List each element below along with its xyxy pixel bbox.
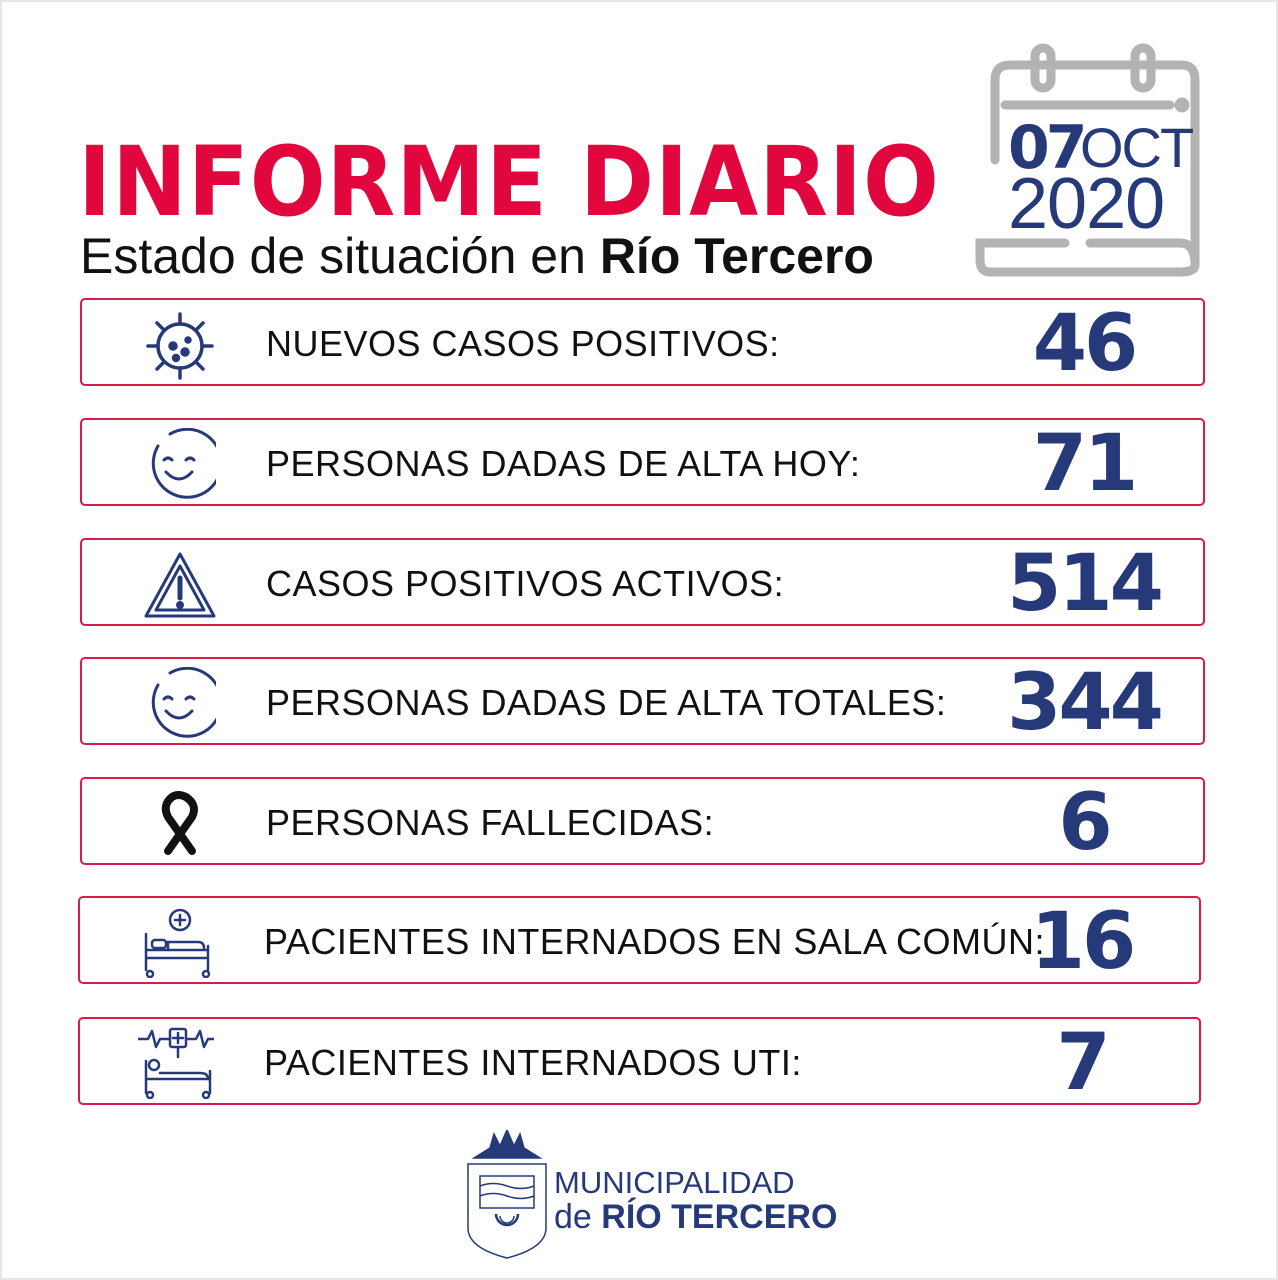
coat-of-arms-icon [467, 1130, 547, 1259]
stat-row-discharged-today: PERSONAS DADAS DE ALTA HOY: 71 [80, 418, 1205, 509]
smiley-icon [151, 428, 216, 499]
page-title: INFORME DIARIO [78, 126, 940, 238]
hospital-bed-icon [144, 908, 211, 978]
stat-label: PACIENTES INTERNADOS UTI: [264, 1042, 802, 1083]
icu-bed-icon [138, 1027, 214, 1099]
stat-label: PERSONAS FALLECIDAS: [266, 802, 715, 843]
stat-row-ward-patients: PACIENTES INTERNADOS EN SALA COMÚN: 16 [78, 896, 1201, 987]
municipality-name-line2: de RÍO TERCERO [554, 1198, 837, 1236]
date-month: OCT [1080, 116, 1194, 179]
stat-value: 6 [1058, 778, 1112, 868]
stat-value: 7 [1056, 1018, 1110, 1108]
stat-value: 46 [1032, 299, 1139, 389]
stat-value: 514 [1007, 539, 1164, 629]
stat-label: PERSONAS DADAS DE ALTA HOY: [266, 443, 861, 484]
mourning-ribbon-icon [161, 791, 198, 855]
municipality-city: RÍO TERCERO [601, 1198, 838, 1236]
subtitle-city: Río Tercero [599, 228, 874, 284]
virus-icon [146, 312, 214, 380]
municipality-prefix: de [554, 1198, 602, 1236]
stat-row-discharged-total: PERSONAS DADAS DE ALTA TOTALES: 344 [80, 657, 1205, 748]
subtitle-prefix: Estado de situación en [80, 228, 600, 284]
warning-icon [144, 552, 216, 618]
smiley-icon [151, 667, 216, 738]
stat-row-new-cases: NUEVOS CASOS POSITIVOS: 46 [80, 298, 1205, 389]
stat-label: NUEVOS CASOS POSITIVOS: [266, 323, 780, 364]
stat-label: PERSONAS DADAS DE ALTA TOTALES: [266, 682, 947, 723]
stat-label: PACIENTES INTERNADOS EN SALA COMÚN: [264, 921, 1045, 962]
stat-row-icu-patients: PACIENTES INTERNADOS UTI: 7 [78, 1017, 1201, 1108]
page-subtitle: Estado de situación en Río Tercero [80, 228, 874, 284]
date-year: 2020 [1008, 164, 1165, 244]
stat-row-deceased: PERSONAS FALLECIDAS: 6 [80, 777, 1205, 868]
municipality-name-line1: MUNICIPALIDAD [554, 1165, 795, 1200]
stat-value: 71 [1032, 419, 1139, 509]
calendar-icon [975, 43, 1200, 277]
stat-row-active-cases: CASOS POSITIVOS ACTIVOS: 514 [80, 538, 1205, 629]
stat-value: 344 [1007, 658, 1164, 748]
stat-value: 16 [1030, 897, 1137, 987]
date-day: 07 [1008, 113, 1087, 183]
stat-label: CASOS POSITIVOS ACTIVOS: [266, 563, 785, 604]
